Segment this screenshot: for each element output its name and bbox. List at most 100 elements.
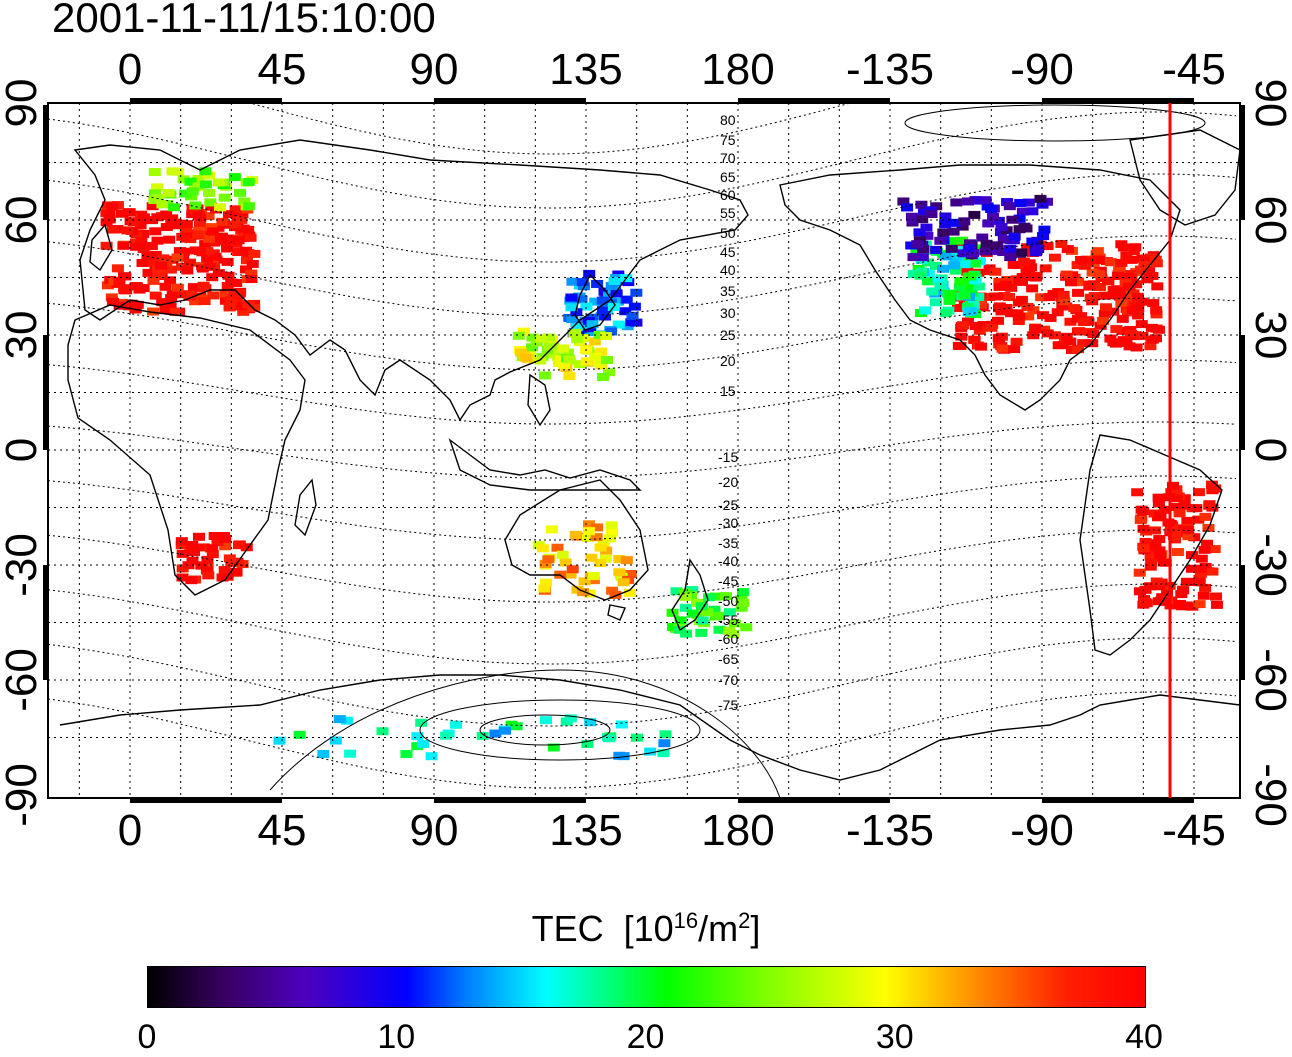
tec-cell — [696, 616, 709, 625]
tec-cell — [993, 282, 1006, 291]
tec-cell — [1208, 545, 1221, 554]
tec-cell — [203, 189, 216, 198]
tec-cell — [626, 311, 639, 320]
tec-cell — [1159, 597, 1172, 606]
tec-cell — [571, 335, 584, 344]
tec-cell — [1136, 254, 1149, 263]
tec-cell — [547, 743, 560, 752]
tec-cell — [1057, 290, 1070, 299]
right-tick-bar — [1240, 105, 1245, 220]
tec-cell — [202, 571, 215, 580]
tec-cell — [1143, 255, 1156, 264]
tec-cell — [221, 240, 234, 249]
tec-cell — [242, 202, 255, 211]
tec-cell — [1015, 295, 1028, 304]
tec-cell — [216, 217, 229, 226]
tec-cell — [103, 210, 116, 219]
tec-cell — [203, 262, 216, 271]
tec-cell — [1181, 516, 1194, 525]
tec-cell — [901, 203, 914, 212]
tec-cell — [317, 750, 330, 759]
colorbar-unit: [10 — [623, 908, 674, 949]
tec-cell — [240, 543, 253, 552]
tec-cell — [538, 584, 551, 593]
contour-south-pole-outer — [269, 669, 781, 798]
tec-cell — [1037, 232, 1050, 241]
tec-cell — [964, 239, 977, 248]
tec-cell — [177, 175, 190, 184]
tec-cell — [979, 196, 992, 205]
tec-cell — [1021, 302, 1034, 311]
contour-label: 30 — [720, 305, 736, 321]
tec-cell — [219, 542, 232, 551]
tec-cell — [678, 588, 691, 597]
tec-cell — [539, 578, 552, 587]
tec-cell — [165, 294, 178, 303]
bottom-tick-bar — [738, 798, 890, 803]
tec-cell — [590, 533, 603, 542]
bottom-tick-bar — [130, 798, 282, 803]
tec-cell — [1058, 297, 1071, 306]
contour-line — [48, 297, 1237, 371]
tec-cell — [510, 722, 523, 731]
tec-cell — [156, 200, 169, 209]
tec-cell — [489, 729, 502, 738]
tec-cell — [939, 212, 952, 221]
tec-cell — [1060, 270, 1073, 279]
tec-cell — [1116, 326, 1129, 335]
tec-cell — [1048, 253, 1061, 262]
tec-cell — [992, 333, 1005, 342]
lat-tick-label-right: 0 — [1246, 438, 1292, 462]
tec-cell — [137, 284, 150, 293]
tec-cell — [160, 222, 173, 231]
tec-cell — [147, 258, 160, 267]
tec-cell — [538, 371, 551, 380]
tec-cell — [1152, 499, 1165, 508]
contour-label: 20 — [720, 353, 736, 369]
tec-cell — [248, 249, 261, 258]
tec-cell — [949, 266, 962, 275]
tec-cell — [1210, 600, 1223, 609]
tec-cell — [218, 193, 231, 202]
tec-cell — [597, 306, 610, 315]
tec-cell — [189, 201, 202, 210]
tec-cell — [1150, 310, 1163, 319]
tec-cell — [1015, 248, 1028, 257]
tec-cell — [234, 302, 247, 311]
contour-label: -70 — [718, 672, 738, 688]
tec-cell — [910, 247, 923, 256]
tec-cell — [1185, 577, 1198, 586]
tec-cell — [1100, 303, 1113, 312]
tec-cell — [219, 289, 232, 298]
tec-cell — [100, 241, 113, 250]
tec-cell — [950, 198, 963, 207]
tec-cell — [993, 277, 1006, 286]
tec-cell — [228, 288, 241, 297]
tec-cell — [376, 727, 389, 736]
tec-cell — [185, 290, 198, 299]
tec-cell — [514, 348, 527, 357]
tec-cell — [564, 714, 577, 723]
contour-label: -30 — [718, 515, 738, 531]
tec-cell — [218, 566, 231, 575]
tec-cell — [612, 297, 625, 306]
contour-label: 15 — [720, 383, 736, 399]
tec-cell — [563, 355, 576, 364]
tec-cell — [989, 292, 1002, 301]
tec-cell — [1017, 257, 1030, 266]
tec-cell — [925, 210, 938, 219]
tec-cell — [951, 303, 964, 312]
tec-cell — [1026, 207, 1039, 216]
tec-cell — [547, 350, 560, 359]
tec-cell — [993, 340, 1006, 349]
lat-tick-label-left: -60 — [0, 648, 46, 712]
tec-cell — [948, 261, 961, 270]
tec-cell — [606, 528, 619, 537]
tec-cell — [1029, 273, 1042, 282]
tec-cell — [1131, 292, 1144, 301]
lon-tick-label-top: 0 — [118, 45, 142, 94]
lat-tick-label-left: 60 — [0, 196, 46, 245]
tec-cell — [415, 718, 428, 727]
tec-cell — [1077, 318, 1090, 327]
lat-tick-label-left: 0 — [0, 438, 46, 462]
